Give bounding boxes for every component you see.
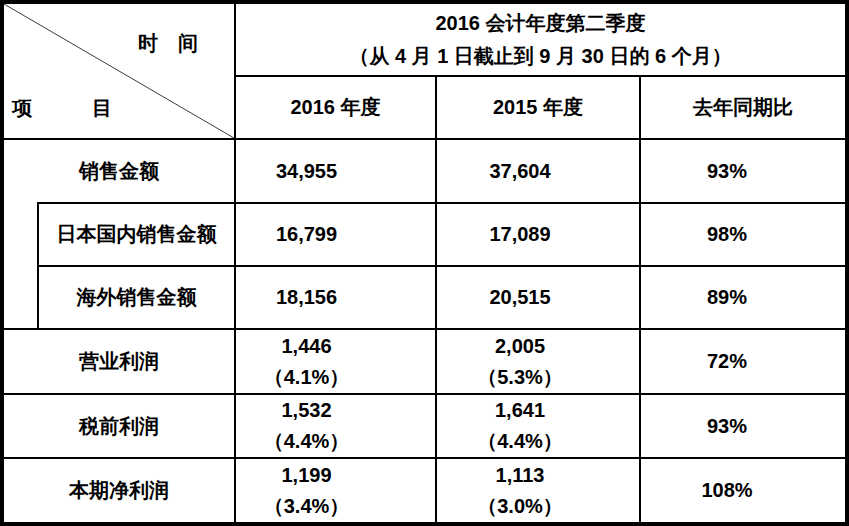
cell-operating-2015: 2,005 （5.3%） [437,330,641,395]
net-2015-value: 1,113 [496,460,545,491]
pretax-2015-value: 1,641 [495,395,545,426]
net-2016-value: 1,199 [281,460,331,491]
sales-total-label: 销售金额 [4,140,234,202]
cell-net-2016: 1,199 （3.4%） [236,459,437,522]
sales-label-group: 销售金额 日本国内销售金额 海外销售金额 [4,140,236,330]
column-header-yoy: 去年同期比 [641,77,845,140]
cell-overseas-2016: 18,156 [236,267,437,330]
cell-operating-2016: 1,446 （4.1%） [236,330,437,395]
operating-2016-percent: （4.1%） [264,362,350,393]
cell-domestic-yoy: 98% [641,204,845,267]
domestic-sales-label: 日本国内销售金额 [39,204,234,267]
operating-2015-value: 2,005 [495,331,545,362]
cell-pretax-yoy: 93% [641,395,845,459]
cell-overseas-yoy: 89% [641,267,845,330]
cell-domestic-2015: 17,089 [437,204,641,267]
net-profit-label: 本期净利润 [4,459,236,522]
net-2015-percent: （3.0%） [477,491,563,522]
period-title-line1: 2016 会计年度第二季度 [435,7,645,40]
item-axis-label: 项 目 [12,95,112,122]
cell-sales-yoy: 93% [641,140,845,204]
cell-operating-yoy: 72% [641,330,845,395]
corner-header-cell: 时 间 项 目 [4,4,236,140]
period-title-line2: （从 4 月 1 日截止到 9 月 30 日的 6 个月） [349,40,731,73]
time-axis-label: 时 间 [138,30,198,57]
cell-sales-2016: 34,955 [236,140,437,204]
cell-net-2015: 1,113 （3.0%） [437,459,641,522]
cell-net-yoy: 108% [641,459,845,522]
operating-2016-value: 1,446 [281,331,331,362]
column-header-2016: 2016 年度 [236,77,437,140]
cell-sales-2015: 37,604 [437,140,641,204]
pretax-2016-value: 1,532 [281,395,331,426]
cell-overseas-2015: 20,515 [437,267,641,330]
cell-pretax-2015: 1,641 （4.4%） [437,395,641,459]
cell-domestic-2016: 16,799 [236,204,437,267]
column-header-2015: 2015 年度 [437,77,641,140]
overseas-sales-label: 海外销售金额 [39,267,234,328]
operating-profit-label: 营业利润 [4,330,236,395]
pretax-2016-percent: （4.4%） [264,426,350,457]
sales-sub-label-box: 日本国内销售金额 海外销售金额 [37,202,234,328]
cell-pretax-2016: 1,532 （4.4%） [236,395,437,459]
pretax-2015-percent: （4.4%） [477,426,563,457]
operating-2015-percent: （5.3%） [477,362,563,393]
financial-table: 时 间 项 目 2016 会计年度第二季度 （从 4 月 1 日截止到 9 月 … [0,0,849,526]
net-2016-percent: （3.4%） [264,491,350,522]
period-header-cell: 2016 会计年度第二季度 （从 4 月 1 日截止到 9 月 30 日的 6 … [236,4,845,77]
pretax-profit-label: 税前利润 [4,395,236,459]
